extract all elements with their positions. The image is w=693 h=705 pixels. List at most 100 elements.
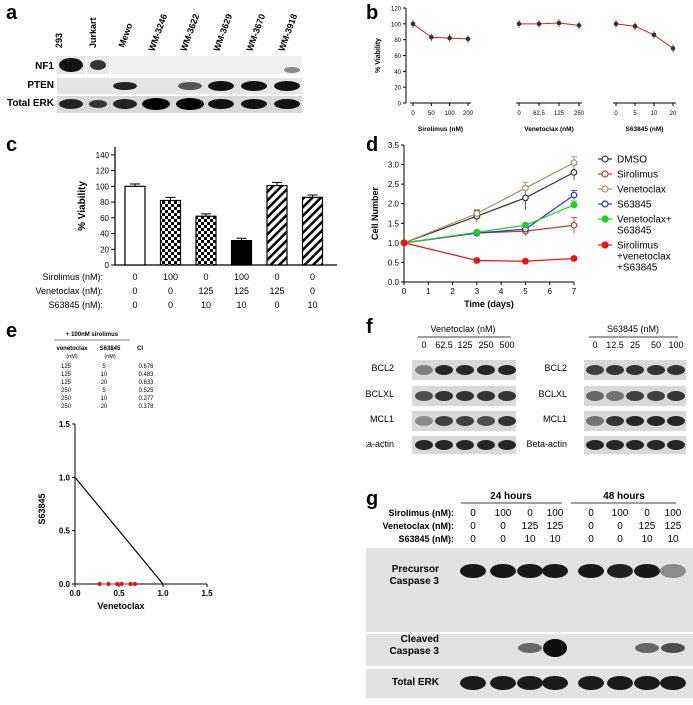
blot-row-label: MCL1 — [543, 414, 567, 424]
table-cell: 250 — [61, 388, 72, 394]
table-cell: 125 — [61, 380, 72, 386]
legend-marker — [601, 241, 609, 249]
band-label: Caspase 3 — [390, 576, 440, 587]
legend-label: S63845 — [617, 226, 652, 237]
table-cell: 10 — [101, 372, 108, 378]
blot-band — [667, 391, 685, 401]
condition-value: 0 — [644, 508, 650, 519]
y-tick-label: 1.5 — [59, 420, 71, 429]
x-tick-label: 0 — [517, 111, 521, 117]
condition-value: 0 — [132, 286, 137, 296]
additivity-line — [74, 476, 164, 585]
legend-label: Venetoclax+ — [617, 215, 672, 226]
group-label: Venetoclax (nM) — [524, 126, 573, 133]
blot-band — [606, 440, 624, 450]
condition-value: 0 — [470, 521, 476, 532]
condition-value: 0 — [617, 521, 623, 532]
blot-band — [667, 365, 685, 375]
data-point — [522, 184, 529, 192]
condition-value: 0 — [588, 521, 594, 532]
condition-label: Sirolimus (nM): — [389, 508, 455, 518]
panel-label-d: d — [366, 134, 379, 156]
lane-label: 250 — [478, 340, 493, 350]
y-tick-label: 1.0 — [388, 239, 400, 248]
y-tick-label: 120 — [391, 7, 402, 13]
blot-band — [635, 643, 659, 653]
condition-label: S63845 (nM): — [48, 300, 103, 310]
x-tick-label: 62.5 — [533, 111, 545, 117]
table-header: venetoclax — [56, 346, 88, 352]
lane-label: Mewo — [116, 21, 134, 48]
blot-band — [543, 639, 567, 657]
y-tick-label: 100 — [391, 22, 402, 28]
condition-value: 100 — [665, 508, 682, 519]
blot-band — [415, 416, 433, 426]
y-tick-label: 40 — [394, 70, 401, 76]
table-caption: + 100nM sirolimus — [66, 332, 119, 338]
blot-band — [460, 676, 486, 690]
blot-band — [477, 365, 495, 375]
blot-band — [456, 440, 474, 450]
band-label: Total ERK — [392, 677, 440, 688]
table-header: S63845 — [100, 346, 121, 352]
y-tick-label: 2.5 — [388, 180, 400, 189]
table-cell: 0.676 — [138, 364, 154, 370]
y-tick-label: 0 — [398, 102, 402, 108]
condition-value: 10 — [201, 300, 211, 310]
blot-band — [435, 440, 453, 450]
bar — [195, 215, 217, 266]
blot-row-label: PTEN — [27, 80, 54, 91]
condition-label: S63845 (nM): — [398, 534, 454, 544]
blot-band — [518, 643, 542, 653]
blot-band — [586, 416, 604, 426]
legend-label: Sirolimus — [617, 241, 658, 252]
y-tick-label: 0.0 — [388, 278, 400, 287]
lane-label: WM-3670 — [244, 13, 267, 53]
panel-label-c: c — [6, 134, 18, 156]
table-cell: 5 — [102, 388, 106, 394]
y-tick-label: 140 — [96, 151, 110, 160]
x-tick-label: 1.5 — [201, 589, 213, 598]
timepoint-label: 24 hours — [490, 491, 532, 502]
group-label: S63845 (nM) — [626, 126, 664, 133]
band-label: Precursor — [392, 564, 439, 575]
blot-band — [607, 564, 633, 578]
data-point — [473, 228, 481, 236]
lane-label: 500 — [499, 340, 514, 350]
condition-value: 0 — [500, 534, 506, 545]
panel-label-f: f — [366, 316, 373, 338]
data-point — [570, 191, 578, 199]
x-tick-label: 10 — [651, 111, 658, 117]
legend-label: Venetoclax — [617, 185, 666, 196]
legend-label: Sirolimus — [617, 170, 658, 181]
blot-band — [435, 365, 453, 375]
y-tick-label: 120 — [96, 167, 110, 176]
x-tick-label: 100 — [445, 111, 456, 117]
x-tick-label: 0.5 — [113, 589, 125, 598]
blot-band — [607, 676, 633, 690]
x-tick-label: 3 — [475, 287, 480, 296]
table-cell: 0.378 — [138, 404, 154, 410]
data-point — [400, 239, 408, 247]
x-tick-label: 200 — [463, 111, 474, 117]
blot-row-label: Total ERK — [7, 98, 55, 109]
condition-value: 0 — [274, 272, 279, 282]
blot-band — [586, 365, 604, 375]
blot-band — [660, 676, 686, 690]
blot-band — [606, 365, 624, 375]
x-tick-label: 0 — [402, 287, 407, 296]
table-cell: 250 — [61, 396, 72, 402]
lane-label: WM-3246 — [146, 13, 169, 53]
series-line — [403, 194, 575, 244]
legend-marker — [601, 200, 609, 208]
data-point — [570, 201, 578, 209]
blot-band — [647, 416, 665, 426]
condition-value: 10 — [236, 300, 246, 310]
band-label: Cleaved — [401, 634, 439, 645]
y-tick-label: 80 — [394, 38, 401, 44]
blot-band — [647, 365, 665, 375]
blot-row-label: Beta-actin — [366, 439, 394, 449]
condition-value: 125 — [234, 286, 249, 296]
legend-marker — [601, 155, 609, 163]
x-tick-label: 0 — [614, 111, 618, 117]
